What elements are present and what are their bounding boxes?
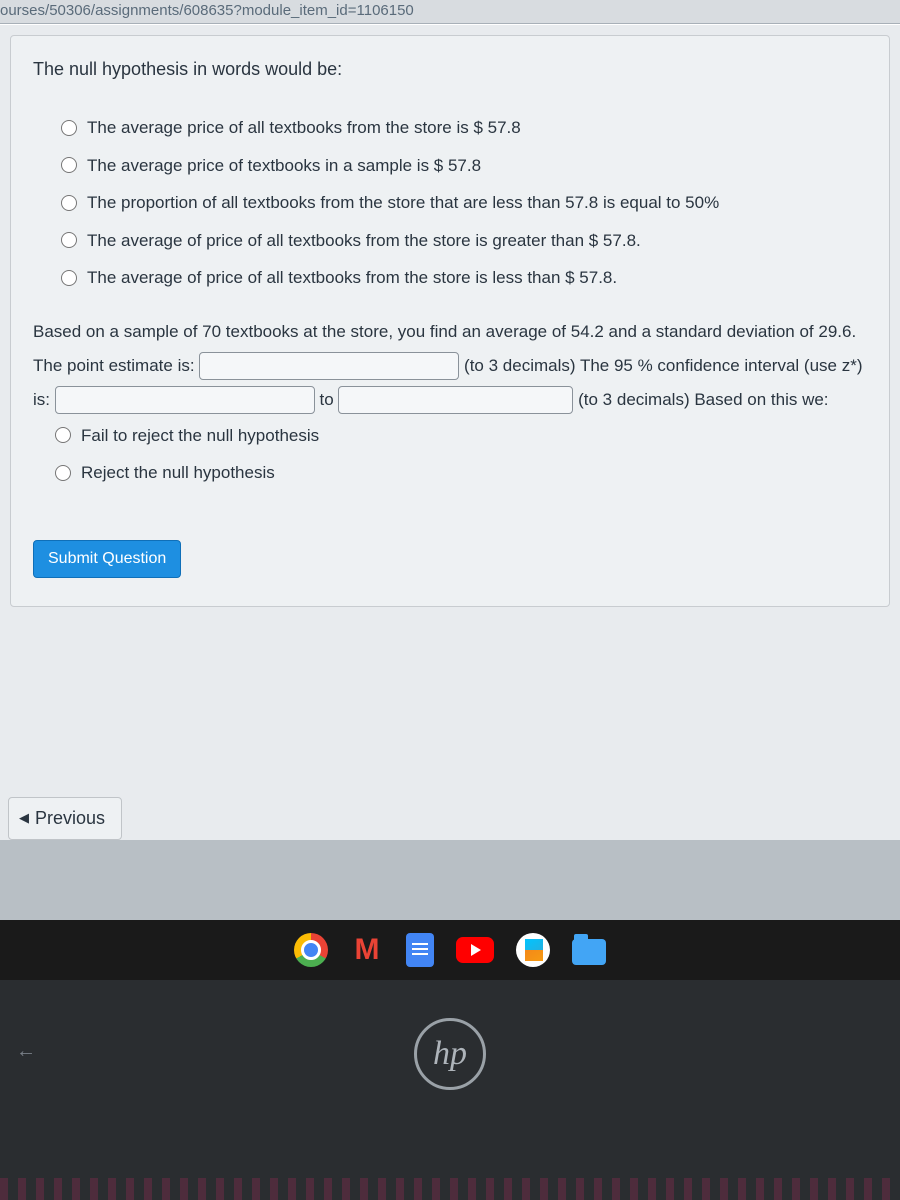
docs-icon[interactable] xyxy=(406,933,434,967)
left-triangle-icon: ◀ xyxy=(19,810,29,826)
option-row[interactable]: Reject the null hypothesis xyxy=(55,460,867,486)
ci-upper-input[interactable] xyxy=(338,386,573,414)
back-arrow-icon: ← xyxy=(16,1040,36,1063)
question-prompt: The null hypothesis in words would be: xyxy=(33,56,867,83)
taskbar: M xyxy=(0,920,900,980)
point-estimate-input[interactable] xyxy=(199,352,459,380)
option-row[interactable]: The average of price of all textbooks fr… xyxy=(61,265,867,291)
radio-input[interactable] xyxy=(61,232,77,248)
option-row[interactable]: Fail to reject the null hypothesis xyxy=(55,423,867,449)
null-hypothesis-options: The average price of all textbooks from … xyxy=(61,115,867,291)
previous-label: Previous xyxy=(35,808,105,829)
option-label: Fail to reject the null hypothesis xyxy=(81,423,319,449)
hp-logo-icon: hp xyxy=(414,1018,486,1090)
option-label: The average price of all textbooks from … xyxy=(87,115,521,141)
previous-button[interactable]: ◀ Previous xyxy=(8,797,122,840)
question-card: The null hypothesis in words would be: T… xyxy=(10,35,890,607)
option-label: The average of price of all textbooks fr… xyxy=(87,228,641,254)
option-label: Reject the null hypothesis xyxy=(81,460,275,486)
decision-options: Fail to reject the null hypothesis Rejec… xyxy=(55,423,867,486)
url-bar: ourses/50306/assignments/608635?module_i… xyxy=(0,0,900,24)
to-label: to xyxy=(319,390,333,409)
radio-input[interactable] xyxy=(61,120,77,136)
option-label: The average of price of all textbooks fr… xyxy=(87,265,617,291)
gmail-icon[interactable]: M xyxy=(350,933,384,967)
option-row[interactable]: The average price of all textbooks from … xyxy=(61,115,867,141)
option-row[interactable]: The average price of textbooks in a samp… xyxy=(61,153,867,179)
radio-input[interactable] xyxy=(55,427,71,443)
youtube-icon[interactable] xyxy=(456,937,494,963)
option-row[interactable]: The average of price of all textbooks fr… xyxy=(61,228,867,254)
option-label: The average price of textbooks in a samp… xyxy=(87,153,481,179)
radio-input[interactable] xyxy=(61,195,77,211)
radio-input[interactable] xyxy=(61,157,77,173)
radio-input[interactable] xyxy=(55,465,71,481)
laptop-bezel: hp xyxy=(0,980,900,1200)
files-icon[interactable] xyxy=(572,939,606,965)
radio-input[interactable] xyxy=(61,270,77,286)
play-store-icon[interactable] xyxy=(516,933,550,967)
option-label: The proportion of all textbooks from the… xyxy=(87,190,719,216)
question-body: Based on a sample of 70 textbooks at the… xyxy=(33,315,867,417)
body-text-3: (to 3 decimals) Based on this we: xyxy=(578,390,828,409)
submit-question-button[interactable]: Submit Question xyxy=(33,540,181,578)
chrome-icon[interactable] xyxy=(294,933,328,967)
option-row[interactable]: The proportion of all textbooks from the… xyxy=(61,190,867,216)
ci-lower-input[interactable] xyxy=(55,386,315,414)
content-area: The null hypothesis in words would be: T… xyxy=(0,24,900,840)
keyboard-edge xyxy=(0,1178,900,1200)
